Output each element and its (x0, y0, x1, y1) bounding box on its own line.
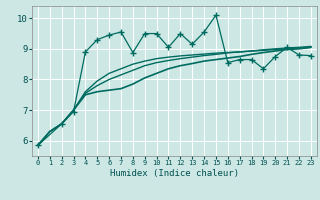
X-axis label: Humidex (Indice chaleur): Humidex (Indice chaleur) (110, 169, 239, 178)
